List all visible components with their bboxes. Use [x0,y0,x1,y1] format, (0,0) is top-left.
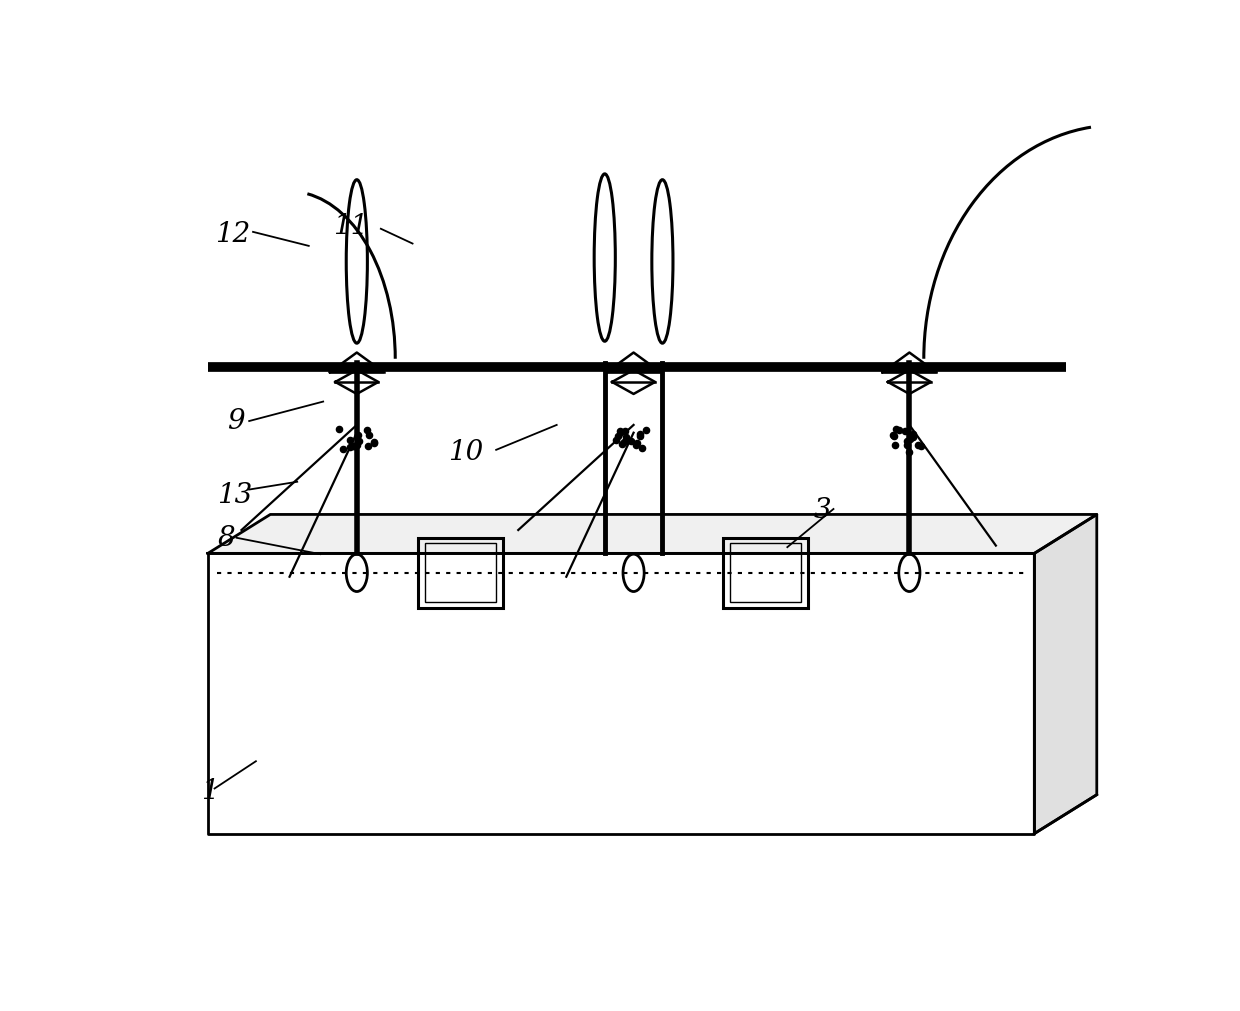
Point [608,428,627,444]
Point [621,433,641,449]
Text: 12: 12 [216,221,250,248]
Point [911,438,931,454]
Point [365,435,384,451]
Point [334,441,353,457]
Point [340,440,360,456]
Bar [729,543,801,603]
Text: 11: 11 [332,213,368,241]
Bar [425,543,496,603]
Polygon shape [208,553,1034,834]
Point [630,426,650,442]
Point [899,444,919,460]
Point [895,424,915,440]
Bar [723,538,807,608]
Point [611,436,631,452]
Polygon shape [1034,515,1096,834]
Polygon shape [208,515,1096,553]
Point [347,437,367,453]
Point [358,438,378,454]
Point [343,438,363,454]
Point [610,423,630,439]
Point [615,424,635,440]
Point [340,432,360,448]
Point [887,422,906,438]
Point [889,422,909,438]
Text: 8: 8 [217,525,236,552]
Text: 13: 13 [217,482,253,509]
Point [884,437,904,453]
Point [903,426,923,442]
Text: 10: 10 [448,439,484,466]
Point [630,428,650,444]
Point [897,433,916,449]
Point [636,422,656,438]
Point [606,432,626,448]
Point [357,422,377,438]
Text: 1: 1 [201,777,218,805]
Text: 9: 9 [227,407,244,435]
Point [627,435,647,451]
Point [900,431,920,447]
Point [348,428,368,444]
Text: 3: 3 [813,497,831,525]
Point [903,429,923,445]
Point [360,427,379,443]
Point [884,427,904,443]
Point [348,433,368,449]
Bar [418,538,503,608]
Point [626,437,646,453]
Point [897,437,916,453]
Point [884,428,904,444]
Point [615,434,635,450]
Point [365,434,384,450]
Point [329,422,348,438]
Point [616,430,636,446]
Point [343,438,363,454]
Point [909,437,929,453]
Point [632,440,652,456]
